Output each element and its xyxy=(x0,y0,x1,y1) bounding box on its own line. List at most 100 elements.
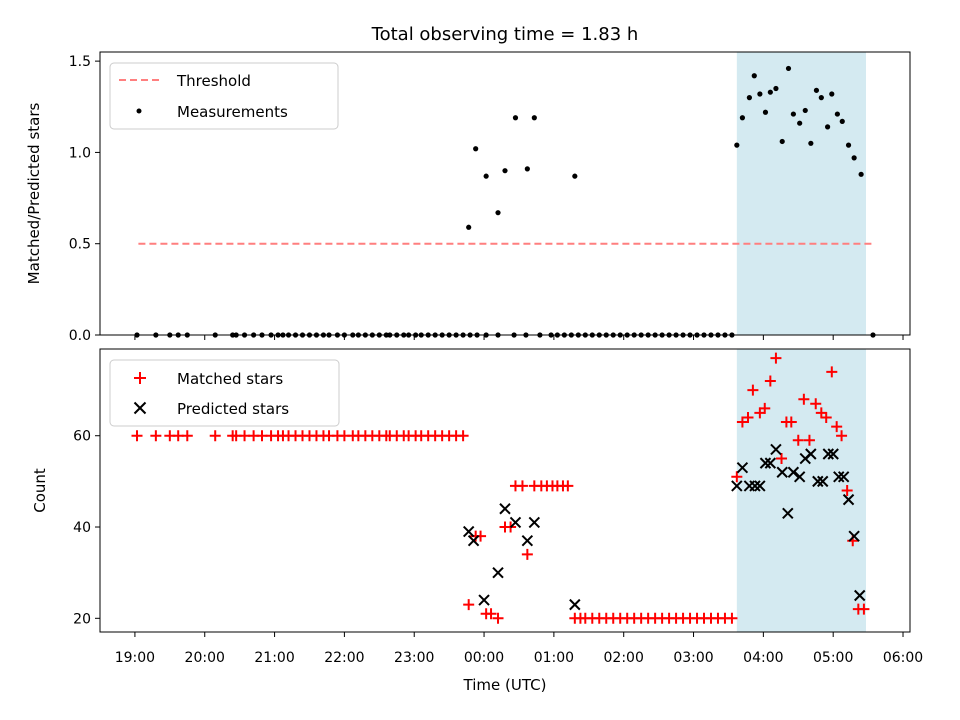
ratio-panel: 0.0 0.5 1.0 1.5 Matched/Predicted stars Thr… xyxy=(25,51,911,344)
matched-stars-point xyxy=(457,430,469,442)
matched-stars-point xyxy=(736,416,748,428)
predicted-stars-point xyxy=(731,480,743,492)
measurements-legend-label: Measurements xyxy=(177,103,288,121)
predicted-stars-point xyxy=(805,448,817,460)
measurements-point xyxy=(502,168,508,174)
xtick-label: 23:00 xyxy=(394,650,434,666)
ratio-window-shade xyxy=(736,52,867,335)
matched-stars-point xyxy=(521,548,533,560)
matched-stars-point xyxy=(826,366,838,378)
x-axis-label: Time (UTC) xyxy=(463,676,547,694)
measurements-point xyxy=(757,91,763,97)
measurements-point xyxy=(839,118,845,124)
measurements-point xyxy=(790,111,796,117)
matched-stars-point xyxy=(810,398,822,410)
measurements-point xyxy=(739,115,746,121)
matched-stars-point xyxy=(785,416,797,428)
matched-stars-point xyxy=(150,430,162,442)
predicted-stars-point xyxy=(764,457,777,469)
matched-stars-point xyxy=(836,430,848,442)
predicted-stars-point xyxy=(793,471,806,483)
measurements-point xyxy=(808,140,814,146)
matched-legend-marker xyxy=(134,372,146,384)
measurements-point xyxy=(779,138,785,145)
ratio-ytick-label: 1.0 xyxy=(69,145,91,161)
matched-stars-point xyxy=(798,393,810,405)
xtick-label: 06:00 xyxy=(883,650,923,666)
predicted-stars-point xyxy=(509,516,522,529)
count-panel-frame xyxy=(99,348,911,633)
matched-stars-point xyxy=(731,471,743,483)
measurements-point xyxy=(773,85,779,92)
predicted-stars-point xyxy=(462,525,475,538)
predicted-stars-point xyxy=(499,503,511,515)
measurements-point xyxy=(751,73,757,79)
predicted-legend-marker xyxy=(133,401,147,415)
measurements-point xyxy=(785,65,792,72)
count-legend-box xyxy=(109,359,340,427)
threshold-legend-label: Threshold xyxy=(176,72,251,90)
predicted-stars-point xyxy=(528,516,541,529)
predicted-stars-point xyxy=(848,530,860,542)
matched-stars-point xyxy=(747,384,759,396)
predicted-stars-point xyxy=(842,493,855,506)
measurements-point xyxy=(734,142,740,148)
xtick-label: 22:00 xyxy=(324,650,364,666)
matched-stars-point xyxy=(726,612,738,624)
count-panel: 20 40 60 19:00 20:00 21:00 22:00 23:00 00:00 01:0… xyxy=(31,348,923,666)
matched-stars-point xyxy=(759,402,771,414)
measurements-point xyxy=(473,146,479,152)
predicted-stars-point xyxy=(736,461,749,474)
measurements-point xyxy=(512,115,519,121)
matched-stars-point xyxy=(792,434,804,446)
measurements-point xyxy=(829,91,835,97)
measurements-point xyxy=(572,173,578,179)
predicted-stars-point xyxy=(782,507,794,520)
measurements-point xyxy=(767,89,773,95)
count-ytick-label: 40 xyxy=(73,520,91,536)
measurements-point xyxy=(746,95,752,101)
count-legend: Matched stars Predicted stars xyxy=(109,359,340,427)
predicted-stars-point xyxy=(569,598,581,611)
chart-title: Total observing time = 1.83 h xyxy=(371,24,639,45)
matched-stars-point xyxy=(803,434,815,446)
count-ytick-label: 20 xyxy=(73,611,91,627)
predicted-stars-point xyxy=(492,566,504,579)
predicted-stars-point xyxy=(817,475,829,488)
measurements-point xyxy=(818,95,824,101)
predicted-stars-point xyxy=(770,443,782,456)
matched-stars-point xyxy=(770,352,782,364)
matched-stars-point xyxy=(209,430,221,442)
matched-stars-point xyxy=(742,411,754,423)
matched-stars-point xyxy=(463,599,475,611)
measurements-point xyxy=(483,173,489,179)
predicted-stars-point xyxy=(759,457,772,469)
predicted-stars-point xyxy=(812,475,824,488)
measurements-point xyxy=(531,115,537,121)
matched-stars-point xyxy=(841,485,853,496)
ratio-ytick-label: 1.5 xyxy=(69,54,91,70)
xtick-label: 05:00 xyxy=(813,650,853,666)
matched-stars-point xyxy=(131,430,143,442)
measurements-legend-marker xyxy=(136,108,142,114)
measurements-point xyxy=(802,107,808,114)
measurements-point xyxy=(834,111,840,117)
xtick-label: 21:00 xyxy=(254,650,294,666)
measurements-point xyxy=(825,124,831,130)
predicted-stars-point xyxy=(827,448,839,460)
matched-stars-point xyxy=(492,612,504,624)
xtick-label: 01:00 xyxy=(534,650,574,666)
predicted-stars-point xyxy=(787,466,800,478)
ratio-panel-frame xyxy=(99,51,911,336)
matched-stars-point xyxy=(820,411,832,423)
xtick-label: 00:00 xyxy=(464,650,504,666)
count-ytick-label: 60 xyxy=(73,429,91,445)
matched-stars-point xyxy=(764,375,776,387)
predicted-stars-point xyxy=(822,448,835,460)
matched-stars-point xyxy=(776,453,788,465)
xtick-label: 19:00 xyxy=(115,650,155,666)
xtick-label: 20:00 xyxy=(185,650,225,666)
ratio-ytick-label: 0.5 xyxy=(69,237,91,253)
ratio-legend-box xyxy=(109,62,339,130)
matched-stars-point xyxy=(831,421,843,433)
